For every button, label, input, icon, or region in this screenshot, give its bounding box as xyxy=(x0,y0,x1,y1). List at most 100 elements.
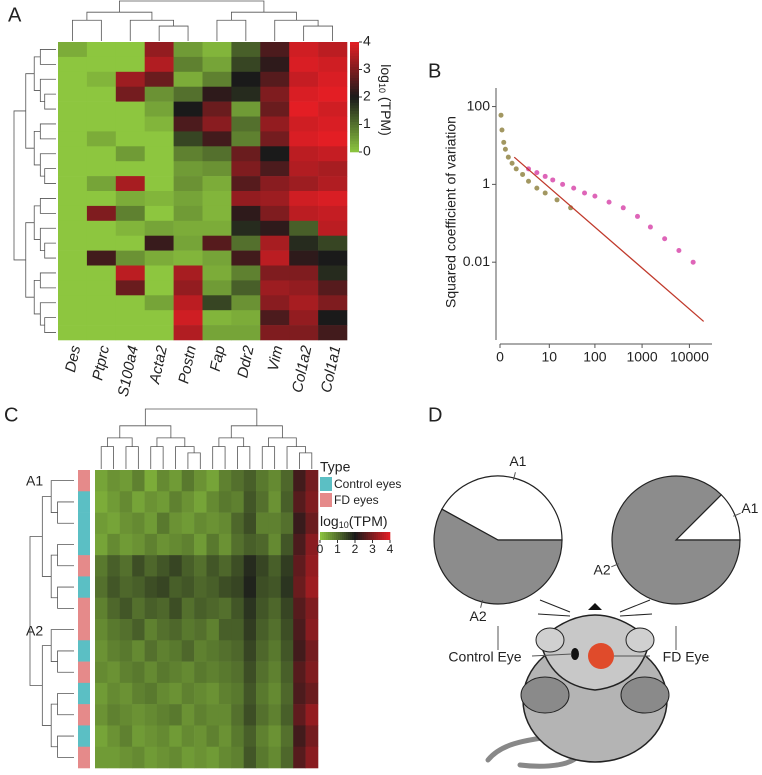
heatmap-cell xyxy=(231,161,261,177)
heatmap-cell xyxy=(202,265,232,281)
heatmap-cell xyxy=(119,725,133,748)
heatmap-cell xyxy=(115,71,145,87)
heatmap-cell xyxy=(202,161,232,177)
panel-letter: A xyxy=(8,4,22,26)
heatmap-cell xyxy=(293,661,306,684)
scatter-point xyxy=(550,177,556,183)
heatmap-cell xyxy=(58,310,88,326)
colorbar-label-part: 10 xyxy=(339,520,349,530)
legend-swatch xyxy=(320,493,332,507)
heatmap-cell xyxy=(218,746,232,769)
colorbar-segment xyxy=(350,110,359,114)
colorbar-segment xyxy=(352,532,355,540)
column-label: Col1a1 xyxy=(318,344,345,394)
column-label: Vim xyxy=(265,344,287,373)
heatmap-cell xyxy=(119,682,133,705)
heatmap-cell xyxy=(268,512,282,535)
heatmap-cell xyxy=(156,597,170,620)
heatmap-cell xyxy=(58,280,88,296)
heatmap-cell xyxy=(243,512,257,535)
heatmap-cell xyxy=(218,619,232,641)
heatmap-cell xyxy=(173,131,203,147)
colorbar-segment xyxy=(370,532,373,540)
heatmap-cell xyxy=(144,71,174,87)
colorbar-segment xyxy=(336,532,339,540)
heatmap-cell xyxy=(58,101,88,117)
heatmap-cell xyxy=(280,597,294,620)
heatmap-cell xyxy=(243,661,257,684)
heatmap-cell xyxy=(280,576,294,599)
heatmap-cell xyxy=(115,56,145,73)
heatmap-cell xyxy=(305,640,319,662)
heatmap-cell xyxy=(243,470,257,492)
heatmap-cell xyxy=(293,725,306,748)
colorbar-segment xyxy=(350,532,353,540)
heatmap-cell xyxy=(95,555,108,577)
heatmap-cell xyxy=(144,235,174,251)
heatmap-cell xyxy=(260,250,290,266)
heatmap-cell xyxy=(206,512,220,535)
heatmap-cell xyxy=(119,576,133,599)
heatmap-cell xyxy=(231,682,244,705)
heatmap-cell xyxy=(132,682,145,705)
heatmap-cell xyxy=(132,597,145,620)
heatmap-cell xyxy=(206,470,220,492)
heatmap-cell xyxy=(289,295,319,311)
heatmap-cell xyxy=(107,555,121,577)
fit-line xyxy=(513,156,705,322)
leader-line xyxy=(480,599,484,608)
heatmap-cell xyxy=(289,176,319,192)
heatmap-cell xyxy=(173,71,203,87)
heatmap-cell xyxy=(256,746,269,769)
colorbar-segment xyxy=(324,532,327,540)
heatmap-cell xyxy=(318,176,348,192)
heatmap-cell xyxy=(289,191,319,207)
heatmap-cell xyxy=(268,619,282,641)
scatter-point xyxy=(505,154,511,160)
heatmap-cell xyxy=(293,555,306,577)
heatmap-cell xyxy=(194,704,207,726)
colorbar-segment xyxy=(376,532,379,540)
heatmap-cell xyxy=(86,101,117,117)
type-bar xyxy=(78,470,90,492)
heatmap-cell xyxy=(156,533,170,556)
heatmap-cell xyxy=(144,205,174,222)
heatmap-cell xyxy=(260,220,290,236)
heatmap-cell xyxy=(202,220,232,236)
heatmap-cell xyxy=(119,619,133,641)
heatmap-cell xyxy=(293,470,306,492)
heatmap-cell xyxy=(293,533,306,556)
heatmap-cell xyxy=(169,533,183,556)
scatter-point xyxy=(501,139,507,145)
column-label: Col1a2 xyxy=(289,343,316,394)
heatmap-cell xyxy=(243,640,257,662)
heatmap-cell xyxy=(289,42,319,58)
heatmap-cell xyxy=(169,576,183,599)
colorbar-segment xyxy=(350,69,359,73)
scatter-point xyxy=(499,127,505,133)
heatmap-cell xyxy=(268,661,282,684)
heatmap-cell xyxy=(115,205,145,222)
heatmap-cell xyxy=(206,661,220,684)
heatmap-cell xyxy=(256,555,269,577)
colorbar-segment xyxy=(368,532,371,540)
heatmap-cell xyxy=(280,619,294,641)
heatmap-cell xyxy=(231,704,244,726)
heatmap-cell xyxy=(218,470,232,492)
heatmap-cell xyxy=(58,325,88,341)
heatmap-cell xyxy=(95,704,108,726)
colorbar-segment xyxy=(350,138,359,142)
heatmap-cell xyxy=(194,746,207,769)
heatmap-cell xyxy=(289,131,319,147)
heatmap-cell xyxy=(206,704,220,726)
type-bar xyxy=(78,597,90,620)
heatmap-cell xyxy=(144,746,158,769)
heatmap-cell xyxy=(181,682,195,705)
heatmap-cell xyxy=(86,116,117,132)
y-tick-label: 1 xyxy=(482,175,490,191)
heatmap-cell xyxy=(218,597,232,620)
scatter-point xyxy=(534,185,540,191)
scatter-point xyxy=(690,259,696,265)
heatmap-cell xyxy=(243,704,257,726)
heatmap-cell xyxy=(173,310,203,326)
